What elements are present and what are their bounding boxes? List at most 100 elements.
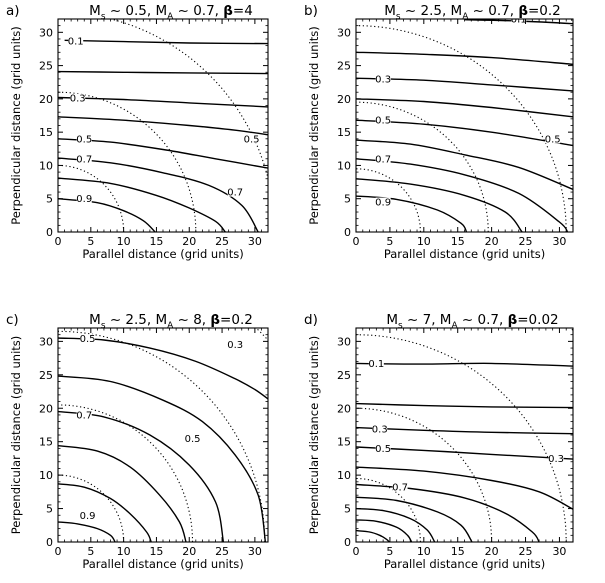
contour-line-4 [58, 445, 187, 542]
title-part-6: β [210, 312, 220, 328]
contour-label-bg-4 [545, 134, 561, 144]
x-tick-label-20: 20 [485, 545, 499, 558]
x-tick-label-15: 15 [451, 545, 465, 558]
contour-label-4: 0.5 [375, 444, 391, 455]
dotted-arc-2 [58, 404, 194, 542]
x-tick-label-25: 25 [519, 235, 533, 248]
contour-label-1: 0.1 [68, 36, 84, 47]
y-axis-label: Perpendicular distance (grid units) [9, 26, 23, 225]
y-tick-label-5: 5 [344, 193, 351, 206]
panel-letter: b) [304, 3, 318, 19]
contour-label-bg-7 [76, 194, 92, 204]
dotted-arc-4 [569, 19, 573, 23]
x-tick-label-25: 25 [215, 545, 229, 558]
contour-label-bg-5 [80, 510, 96, 520]
title-part-2: s [101, 321, 106, 331]
y-tick-label-5: 5 [46, 193, 53, 206]
contour-label-4: 0.5 [185, 434, 201, 445]
title-part-4: A [167, 321, 174, 331]
plot-area: 0.1 0.3 0.3 0.5 0.7 [356, 328, 573, 542]
contour-line-6 [58, 521, 116, 542]
contour-line-7 [58, 177, 226, 232]
y-tick-label-10: 10 [337, 469, 351, 482]
contour-line-3 [58, 96, 268, 108]
y-axis-label: Perpendicular distance (grid units) [9, 336, 23, 535]
contour-line-8 [58, 198, 156, 232]
contour-line-2 [58, 70, 268, 75]
contour-line-6 [58, 157, 259, 232]
y-tick-label-0: 0 [46, 536, 53, 549]
x-tick-label-0: 0 [353, 235, 360, 248]
title-part-7: =0.2 [528, 3, 561, 19]
y-tick-label-20: 20 [39, 402, 53, 415]
title-part-1: M [386, 312, 398, 328]
title-part-5: ~ 8, [173, 312, 210, 328]
panel-title: Ms ~ 2.5, MA ~ 8, β=0.2 [89, 312, 253, 331]
title-part-5: ~ 0.7, [458, 312, 508, 328]
x-tick-label-25: 25 [215, 235, 229, 248]
y-tick-label-10: 10 [39, 469, 53, 482]
y-tick-label-25: 25 [337, 369, 351, 382]
contour-line-1 [356, 362, 573, 367]
panel-letter: a) [6, 3, 20, 19]
contour-label-bg-2 [372, 424, 388, 434]
contour-label-5: 0.7 [227, 188, 243, 199]
dotted-arc-2 [356, 407, 493, 542]
title-part-6: β [518, 3, 528, 19]
contour-label-1: 0.1 [511, 15, 527, 26]
contour-line-2 [356, 402, 573, 409]
y-tick-label-30: 30 [337, 26, 351, 39]
plot-area: 0.1 0.3 0.5 0.5 0.7 0.7 0.9 [58, 19, 268, 232]
contour-line-1 [64, 39, 268, 45]
contour-line-3 [356, 426, 573, 435]
contour-label-2: 0.3 [70, 94, 86, 105]
x-axis-label: Parallel distance (grid units) [82, 247, 243, 261]
y-tick-label-15: 15 [39, 436, 53, 449]
plot-area: 0.5 0.3 0.7 0.5 0.9 [58, 328, 268, 542]
panel-letter: d) [304, 312, 318, 328]
contour-label-bg-6 [76, 154, 92, 164]
title-part-3: ~ 2.5, M [106, 312, 168, 328]
contour-label-5: 0.7 [392, 483, 408, 494]
contour-line-7 [356, 496, 473, 542]
contour-label-bg-1 [368, 358, 384, 368]
y-tick-label-25: 25 [337, 60, 351, 73]
title-part-6: β [223, 3, 233, 19]
x-tick-label-30: 30 [552, 235, 566, 248]
x-axis-label: Parallel distance (grid units) [384, 557, 545, 571]
x-tick-label-10: 10 [117, 545, 131, 558]
dotted-arc-3 [58, 330, 266, 542]
contour-label-2: 0.3 [375, 74, 391, 85]
contour-line-9 [356, 519, 413, 542]
contour-line-7 [356, 158, 569, 232]
title-part-1: M [89, 3, 101, 19]
x-tick-label-20: 20 [485, 235, 499, 248]
panel-title: Ms ~ 7, MA ~ 0.7, β=0.02 [386, 312, 558, 331]
title-part-5: ~ 0.7, [468, 3, 518, 19]
contour-line-5 [356, 466, 573, 510]
plot-frame [355, 327, 574, 543]
contour-label-5: 0.9 [80, 511, 96, 522]
y-tick-label-0: 0 [344, 536, 351, 549]
x-tick-label-30: 30 [552, 545, 566, 558]
y-tick-label-10: 10 [39, 159, 53, 172]
contour-label-3: 0.7 [76, 410, 92, 421]
contour-line-4 [356, 98, 573, 118]
contour-line-8 [356, 178, 523, 232]
contour-label-4: 0.5 [76, 134, 92, 145]
contour-label-1: 0.1 [368, 359, 384, 370]
panel-4: 0.1 0.3 0.3 0.5 0.7 0 5 10 15 20 25 30 0 5 10 15 20 25 30 P… [304, 312, 574, 571]
contour-label-bg-1 [68, 36, 84, 46]
contour-label-3: 0.5 [244, 134, 260, 145]
contour-label-bg-1 [80, 334, 96, 344]
title-part-7: =0.2 [220, 312, 253, 328]
title-part-4: A [462, 12, 469, 22]
contour-label-bg-3 [76, 410, 92, 420]
title-part-4: A [167, 12, 174, 22]
contour-label-bg-2 [227, 340, 243, 350]
x-tick-label-15: 15 [149, 545, 163, 558]
panel-title: Ms ~ 2.5, MA ~ 0.7, β=0.2 [384, 3, 561, 22]
contour-label-bg-5 [392, 482, 408, 492]
y-tick-label-15: 15 [337, 126, 351, 139]
contour-line-9 [356, 195, 468, 232]
